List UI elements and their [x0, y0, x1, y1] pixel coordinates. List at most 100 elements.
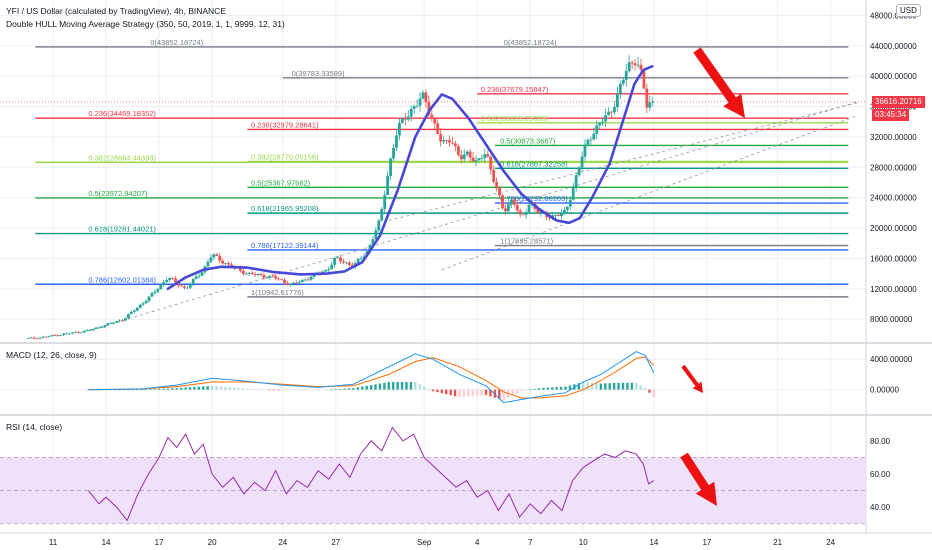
- candle: [395, 129, 398, 152]
- candle-body: [577, 167, 581, 176]
- candle: [486, 150, 490, 158]
- candle-body: [112, 322, 116, 324]
- macd-histogram-bar: [374, 384, 377, 390]
- time-axis-tick: 24: [278, 538, 287, 547]
- macd-histogram-bar: [171, 388, 174, 390]
- macd-histogram-bar: [484, 389, 488, 395]
- candle-body: [121, 320, 124, 322]
- candle: [250, 270, 254, 275]
- candle: [574, 172, 578, 192]
- candle: [610, 110, 613, 119]
- candle: [132, 309, 136, 314]
- candle-body: [462, 154, 466, 160]
- candle-body: [448, 140, 451, 143]
- study-title: Double HULL Moving Average Strategy (350…: [6, 19, 285, 29]
- candle-body: [277, 278, 281, 280]
- time-axis-tick: 20: [208, 538, 217, 547]
- candle-body: [209, 257, 213, 262]
- candle-body: [188, 283, 192, 288]
- candle-body: [403, 118, 407, 120]
- candle: [112, 321, 116, 325]
- macd-histogram-bar: [529, 389, 532, 391]
- candle-body: [406, 116, 410, 120]
- red-arrow: [681, 364, 703, 393]
- candle: [65, 332, 68, 335]
- candle-body: [586, 140, 590, 145]
- fib-label: 0.618(19281.44021): [88, 225, 156, 234]
- macd-histogram-bar: [586, 382, 589, 390]
- candle: [291, 281, 295, 286]
- macd-histogram-bar: [551, 387, 554, 390]
- macd-histogram-bar: [458, 389, 461, 398]
- macd-axis-tick: 0.00000: [870, 386, 899, 395]
- candle: [398, 118, 401, 141]
- candle-body: [580, 156, 584, 168]
- fib-label: 0.618(27867.32258): [500, 159, 568, 168]
- candle-body: [439, 134, 443, 142]
- currency-button[interactable]: USD: [896, 4, 921, 17]
- candle: [415, 99, 419, 109]
- macd-histogram-bar: [599, 383, 603, 390]
- macd-histogram-bar: [210, 385, 214, 390]
- macd-histogram-bar: [405, 382, 408, 390]
- candle-body: [648, 102, 652, 108]
- macd-histogram-bar: [418, 384, 421, 390]
- macd-histogram-bar: [118, 389, 121, 391]
- rsi-axis-tick: 60.00: [870, 470, 891, 479]
- candle-body: [215, 254, 219, 256]
- candle-body: [539, 211, 543, 213]
- candle: [26, 337, 30, 340]
- candle-body: [421, 92, 425, 99]
- candle: [336, 256, 339, 259]
- candle-body: [333, 258, 337, 265]
- candle: [79, 331, 83, 334]
- candle-body: [32, 337, 36, 339]
- macd-histogram-bar: [330, 389, 333, 391]
- candle-body: [309, 276, 313, 280]
- candle-body: [374, 230, 378, 240]
- macd-histogram-bar: [604, 383, 607, 390]
- candle: [565, 206, 569, 213]
- candle: [118, 319, 121, 323]
- candle: [115, 320, 119, 324]
- candle-body: [518, 210, 522, 215]
- candle-body: [604, 115, 608, 122]
- macd-line: [88, 351, 655, 404]
- candle-body: [127, 314, 130, 319]
- candle-body: [182, 286, 186, 288]
- time-axis-tick: 17: [702, 538, 711, 547]
- candle-body: [41, 336, 45, 338]
- candle-body: [359, 258, 363, 259]
- macd-histogram-bar: [445, 389, 448, 395]
- candle-body: [639, 64, 643, 70]
- candle-body: [356, 258, 360, 264]
- candle: [389, 157, 392, 181]
- macd-histogram-bar: [414, 382, 417, 390]
- candle: [185, 285, 189, 289]
- price-axis-tick: 16000.00000: [870, 254, 917, 263]
- candle-body: [144, 300, 148, 304]
- candle: [342, 258, 345, 265]
- candle-body: [501, 195, 504, 209]
- macd-histogram-bar: [281, 389, 284, 391]
- candle-body: [330, 264, 334, 270]
- time-axis-tick: 4: [475, 538, 480, 547]
- macd-histogram-bar: [285, 389, 289, 391]
- macd-histogram-bar: [272, 389, 276, 391]
- candle-body: [483, 154, 487, 159]
- macd-histogram-bar: [149, 389, 152, 390]
- candle-body: [512, 199, 516, 205]
- candle-body: [44, 336, 48, 338]
- time-axis-tick: 11: [49, 538, 58, 547]
- candle-body: [624, 71, 628, 80]
- candle: [265, 275, 269, 279]
- macd-histogram-bar: [387, 382, 391, 390]
- macd-histogram-bar: [246, 388, 249, 390]
- candle-body: [445, 140, 448, 141]
- candle: [127, 313, 130, 320]
- candle-body: [76, 332, 80, 333]
- candle: [41, 335, 45, 339]
- fib-label: 0.786(12602.01384): [88, 275, 156, 284]
- candle-body: [306, 279, 310, 281]
- macd-histogram-bar: [263, 389, 267, 391]
